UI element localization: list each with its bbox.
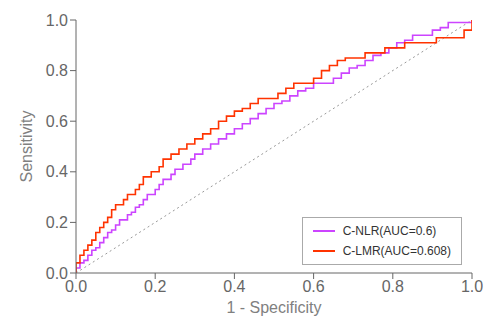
- html-text:C-LMR(AUC=0.608): C-LMR(AUC=0.608): [342, 244, 451, 258]
- svg-text:0.6: 0.6: [302, 278, 324, 295]
- svg-text:0.4: 0.4: [223, 278, 245, 295]
- svg-text:0.2: 0.2: [46, 214, 68, 231]
- svg-text:0.0: 0.0: [46, 265, 68, 282]
- svg-text:0.0: 0.0: [65, 278, 87, 295]
- svg-text:0.8: 0.8: [382, 278, 404, 295]
- svg-text:0.2: 0.2: [144, 278, 166, 295]
- svg-text:0.6: 0.6: [46, 113, 68, 130]
- svg-text:0.4: 0.4: [46, 163, 68, 180]
- svg-text:0.8: 0.8: [46, 62, 68, 79]
- html-text:C-NLR(AUC=0.6): C-NLR(AUC=0.6): [342, 224, 437, 238]
- svg-text:1.0: 1.0: [461, 278, 483, 295]
- svg-text:Sensitivity: Sensitivity: [18, 110, 35, 182]
- svg-text:1 - Specificity: 1 - Specificity: [226, 299, 321, 316]
- svg-text:1.0: 1.0: [46, 12, 68, 29]
